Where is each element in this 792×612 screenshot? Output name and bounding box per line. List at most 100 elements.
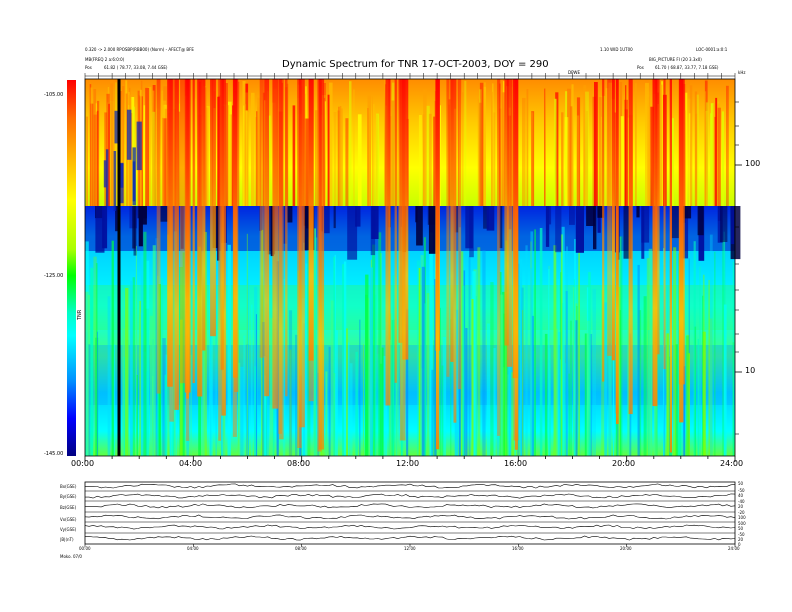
y-unit-label: kHz xyxy=(738,70,746,75)
spectrogram-texture-column xyxy=(355,351,358,456)
spectrogram-texture-column xyxy=(617,286,621,456)
spectrogram-texture-column xyxy=(374,294,377,456)
spectrogram-texture-column xyxy=(87,294,90,456)
spectrogram-texture-column xyxy=(95,263,98,456)
spectrogram-texture-column xyxy=(251,92,255,206)
spectrogram-texture-column xyxy=(559,359,562,456)
spectrogram-dark-patch xyxy=(103,160,107,188)
spectrogram-texture-column xyxy=(329,82,333,206)
spectrogram-texture-column xyxy=(511,87,515,206)
spectrogram-texture-column xyxy=(86,116,89,206)
header-left-line3-pos: 61.82 ( 78.77, 33.08, 7.44 GSE) xyxy=(104,65,168,70)
x-tick-label-00: 00:00 xyxy=(71,459,95,468)
x-axis-ticks xyxy=(84,456,736,462)
spectrogram-texture-column xyxy=(254,286,258,456)
spectrogram-texture-column xyxy=(238,81,240,206)
spectrogram-emission-column xyxy=(513,79,519,441)
spectrogram-texture-column xyxy=(110,90,115,206)
spectrogram-texture-column xyxy=(376,113,379,206)
spectrogram-texture-column xyxy=(561,112,564,206)
spectrogram-texture-column xyxy=(149,315,154,456)
spectrogram-dark-patch xyxy=(545,206,550,247)
spectrogram-texture-column xyxy=(722,240,726,456)
spectrogram-texture-column xyxy=(555,92,559,206)
spectrogram-texture-column xyxy=(564,117,569,206)
spectrogram-texture-column xyxy=(571,84,574,206)
spectrogram-emission-column xyxy=(669,79,672,453)
spectrogram-texture-column xyxy=(330,300,335,456)
spectrogram-dark-patch xyxy=(136,121,142,171)
spectrogram-texture-column xyxy=(115,82,117,206)
spectrogram-texture-column xyxy=(493,348,496,456)
header-right-line1: 1.10 WID 1UT00 xyxy=(600,47,633,52)
spectrogram-emission-column xyxy=(457,79,462,390)
spectrogram-texture-column xyxy=(88,344,91,456)
spectrogram-texture-column xyxy=(143,231,147,456)
spectrogram-emission-column xyxy=(318,79,325,450)
spectrogram-texture-column xyxy=(697,338,699,456)
lower-right-tick: 50 xyxy=(738,481,744,486)
spectrogram-emission-column xyxy=(297,79,302,448)
spectrogram-texture-column xyxy=(256,111,258,206)
spectrogram-texture-column xyxy=(522,97,526,206)
spectrogram-emission-column xyxy=(308,79,314,361)
spectrogram-texture-column xyxy=(244,104,247,206)
spectrogram-texture-column xyxy=(340,108,343,206)
spectrogram-emission-column xyxy=(663,79,666,370)
spectrogram-texture-column xyxy=(367,108,369,206)
spectrogram-emission-column xyxy=(453,79,457,423)
spectrogram-dark-patch xyxy=(586,206,596,226)
spectrogram-dark-patch xyxy=(287,206,293,223)
spectrogram-texture-column xyxy=(429,232,433,456)
spectrogram-texture-column xyxy=(96,111,98,206)
spectrogram-texture-column xyxy=(145,371,148,456)
spectrogram-texture-column xyxy=(136,374,138,456)
spectrogram-texture-column xyxy=(418,267,421,456)
spectrogram-texture-column xyxy=(265,356,268,456)
spectrogram-texture-column xyxy=(493,112,496,206)
spectrogram-emission-column xyxy=(602,79,605,382)
right-axis-label-100: 100 xyxy=(745,159,761,168)
spectrogram-texture-column xyxy=(247,111,249,206)
spectrogram-texture-column xyxy=(244,110,248,206)
spectrogram-texture-column xyxy=(588,272,591,456)
spectrogram-emission-column xyxy=(167,79,173,387)
spectrogram-texture-column xyxy=(569,106,573,206)
spectrogram-texture-column xyxy=(723,304,727,456)
spectrogram-texture-column xyxy=(125,80,128,206)
spectrogram-texture-column xyxy=(576,97,581,206)
spectrogram-texture-column xyxy=(531,315,534,456)
spectrogram-texture-column xyxy=(391,347,393,456)
spectrogram-texture-column xyxy=(704,91,707,206)
spectrogram-texture-column xyxy=(292,105,296,206)
spectrogram-texture-column xyxy=(675,344,678,456)
spectrogram-texture-column xyxy=(172,90,176,206)
spectrogram-dark-patch xyxy=(641,206,650,243)
spectrogram-texture-column xyxy=(93,256,97,456)
spectrogram-texture-column xyxy=(534,229,536,456)
spectrogram-texture-column xyxy=(659,84,663,206)
spectrogram-texture-column xyxy=(688,113,691,206)
spectrogram-dark-patch xyxy=(499,206,503,249)
spectrogram-dark-patch xyxy=(333,206,336,229)
spectrogram-dark-patch xyxy=(370,206,376,256)
spectrogram-texture-column xyxy=(696,94,699,206)
spectrogram-emission-column xyxy=(399,79,406,441)
spectrogram-emission-column xyxy=(259,79,264,358)
footer-label: Moko. 07/0 xyxy=(60,554,82,559)
spectrogram-emission-column xyxy=(615,79,619,414)
spectrogram-texture-column xyxy=(418,115,422,206)
spectrogram-texture-column xyxy=(525,245,528,456)
lower-panel-label-vy: Vy(GSE) xyxy=(60,527,77,532)
spectrogram-texture-column xyxy=(238,362,241,456)
spectrogram-texture-column xyxy=(140,255,144,456)
spectrogram-texture-column xyxy=(93,89,97,206)
spectrogram-texture-column xyxy=(584,333,587,456)
colorbar xyxy=(67,80,76,456)
spectrogram-texture-column xyxy=(648,248,653,456)
spectrogram-emission-column xyxy=(655,79,660,355)
spectrogram-emission-column xyxy=(156,79,161,394)
spectrogram-texture-column xyxy=(650,325,653,456)
lower-panels-frame xyxy=(84,481,736,545)
spectrogram-texture-column xyxy=(152,90,155,206)
